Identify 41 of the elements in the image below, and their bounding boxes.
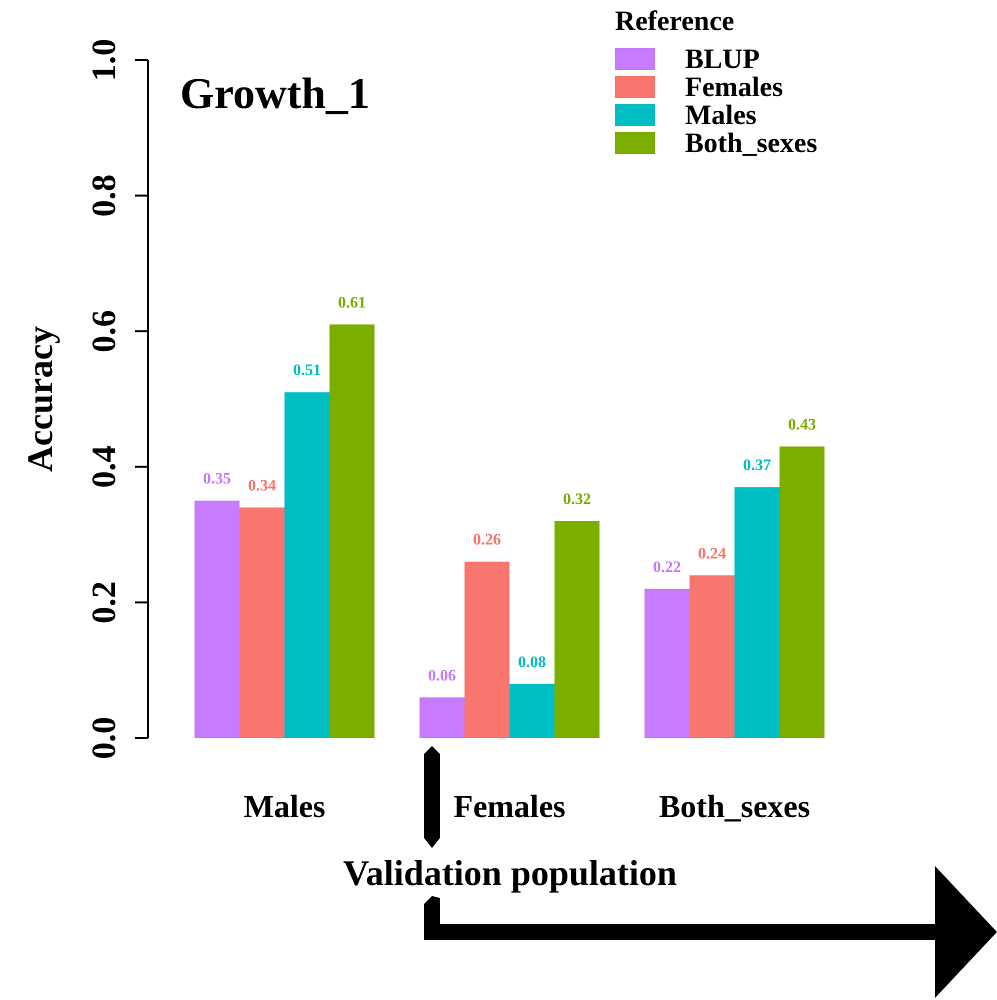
data-label: 0.08 [518,654,546,671]
data-label: 0.37 [743,457,771,474]
data-label: 0.06 [428,667,456,684]
legend-label: Females [685,72,784,103]
legend-label: Both_sexes [685,128,818,159]
x-axis-title: Validation population [343,853,677,893]
y-tick-label: 0.6 [86,310,123,352]
bar [194,500,240,738]
data-label: 0.43 [788,416,816,434]
data-label: 0.34 [248,477,276,494]
data-label: 0.32 [563,491,591,508]
y-tick-label: 0.8 [86,174,123,217]
bar [644,588,690,738]
chart-title: Growth_1 [180,69,370,118]
data-label: 0.35 [203,470,231,488]
bar [780,446,824,738]
data-label: 0.61 [338,294,366,312]
x-tick-label: Females [454,788,566,824]
y-tick-label: 0.2 [86,581,123,624]
y-tick-label: 1.0 [86,38,123,82]
bar [284,392,330,738]
legend-label: BLUP [685,44,760,75]
data-label: 0.22 [653,558,681,576]
bar [330,324,374,738]
y-tick-label: 0.0 [86,716,123,760]
legend-label: Males [685,100,757,131]
y-axis-title: Accuracy [20,326,60,472]
legend-title: Reference [615,6,734,37]
bar [734,487,780,738]
bar [464,562,510,738]
x-tick-label: Both_sexes [658,788,810,824]
y-tick-label: 0.4 [86,446,123,488]
bar [690,575,734,738]
bar [510,684,554,738]
data-label: 0.24 [698,545,726,562]
bar [420,697,464,738]
bar [240,507,284,738]
x-tick-label: Males [244,788,326,824]
data-label: 0.51 [293,362,321,380]
bar [554,521,600,738]
data-label: 0.26 [473,532,501,549]
